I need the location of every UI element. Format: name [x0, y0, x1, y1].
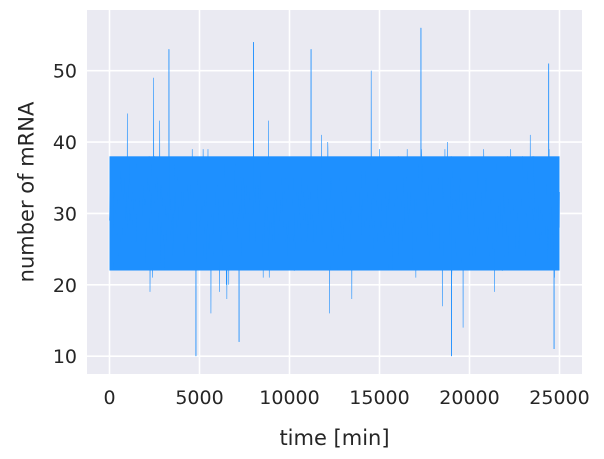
x-tick-label: 20000 [439, 387, 499, 409]
y-axis-ticks: 10 20 30 40 50 [53, 61, 77, 368]
x-axis-ticks: 0 5000 10000 15000 20000 25000 [103, 387, 589, 409]
x-tick-label: 0 [103, 387, 115, 409]
mrna-trace-line [109, 27, 560, 357]
x-tick-label: 15000 [349, 387, 409, 409]
x-tick-label: 25000 [529, 387, 589, 409]
y-tick-label: 50 [53, 61, 77, 83]
mrna-series [109, 27, 560, 357]
x-axis-label: time [min] [279, 426, 389, 450]
y-axis-label: number of mRNA [14, 101, 38, 282]
y-tick-label: 20 [53, 275, 77, 297]
y-tick-label: 30 [53, 203, 77, 225]
x-tick-label: 5000 [175, 387, 223, 409]
x-tick-label: 10000 [259, 387, 319, 409]
y-tick-label: 10 [53, 346, 77, 368]
y-tick-label: 40 [53, 132, 77, 154]
